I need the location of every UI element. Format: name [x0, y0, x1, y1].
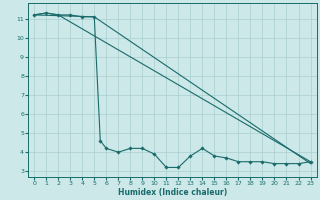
X-axis label: Humidex (Indice chaleur): Humidex (Indice chaleur): [118, 188, 227, 197]
